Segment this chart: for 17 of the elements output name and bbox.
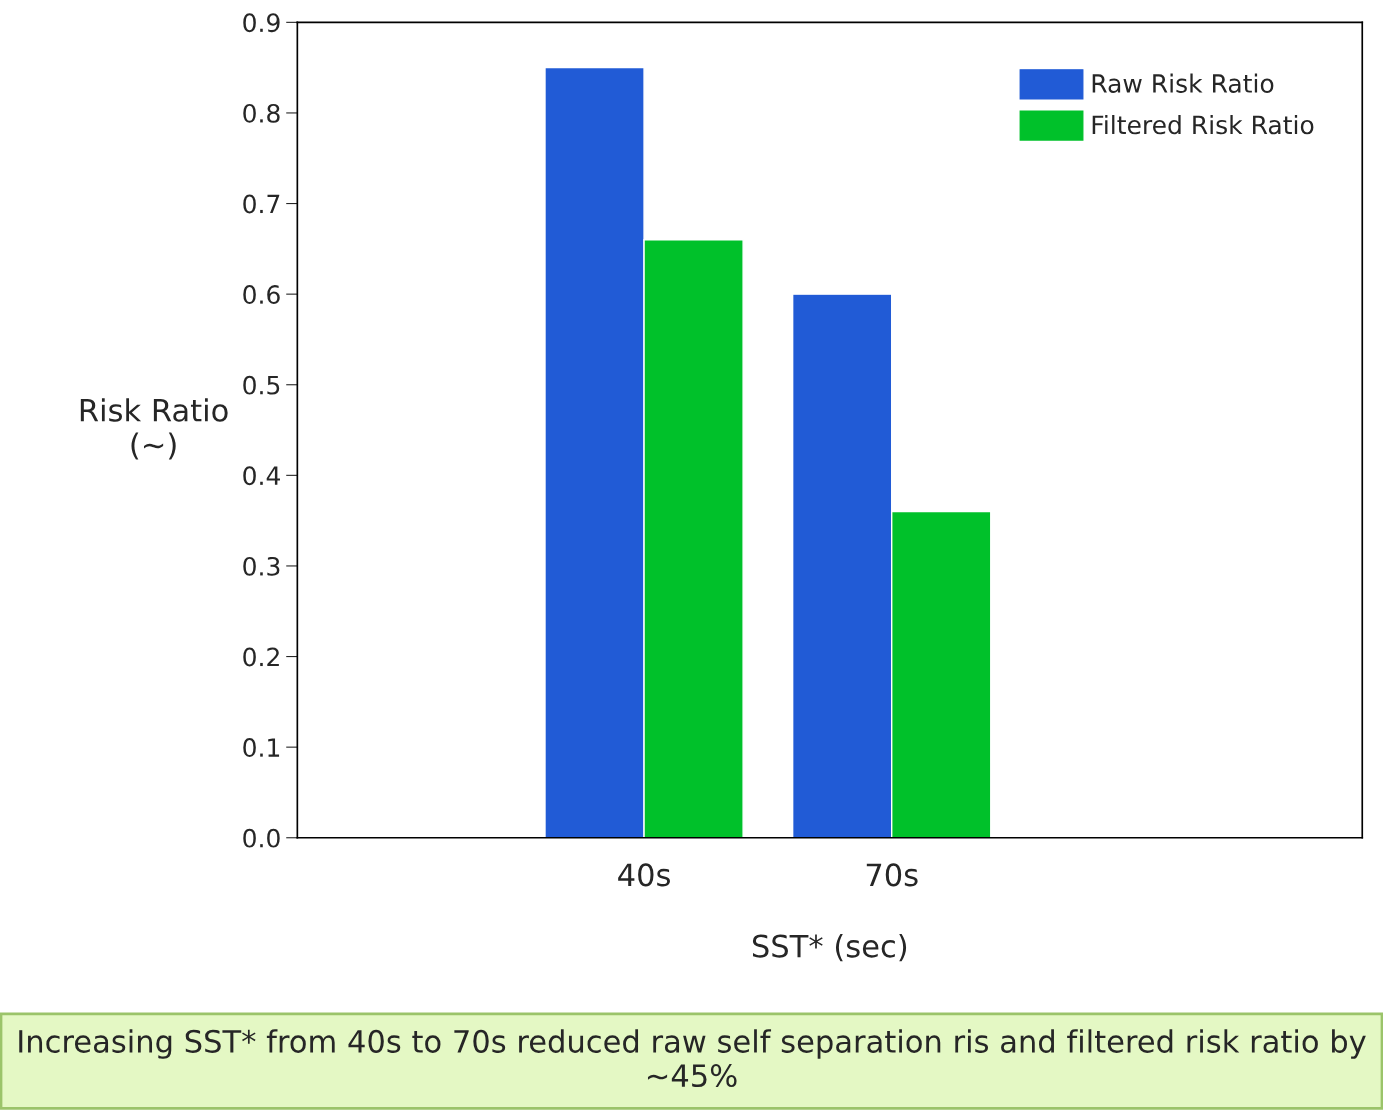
y-tick-label: 0.3 <box>243 556 280 576</box>
x-axis-title: SST* (sec) <box>752 934 907 962</box>
y-axis-title: Risk Ratio (~) <box>80 398 228 460</box>
legend-label: Filtered Risk Ratio <box>1092 114 1314 135</box>
y-tick-label: 0.7 <box>243 194 280 214</box>
y-tick-label: 0.8 <box>243 103 280 123</box>
legend-label: Raw Risk Ratio <box>1092 73 1274 93</box>
y-tick-label: 0.2 <box>243 647 279 667</box>
text: Increasing SST* from 40s to 70s reduced raw self separation ris and filtered risk ratio by ~45% <box>19 1029 1366 1088</box>
x-tick-label: 40s <box>618 863 670 887</box>
x-tick-label: 70s <box>866 863 918 887</box>
y-tick-label: 0.0 <box>243 828 280 848</box>
y-tick-label: 0.1 <box>243 738 280 757</box>
y-tick-label: 0.4 <box>243 466 280 486</box>
y-tick-label: 0.6 <box>243 285 280 304</box>
y-tick-label: 0.9 <box>243 13 280 33</box>
y-tick-label: 0.5 <box>243 375 280 395</box>
